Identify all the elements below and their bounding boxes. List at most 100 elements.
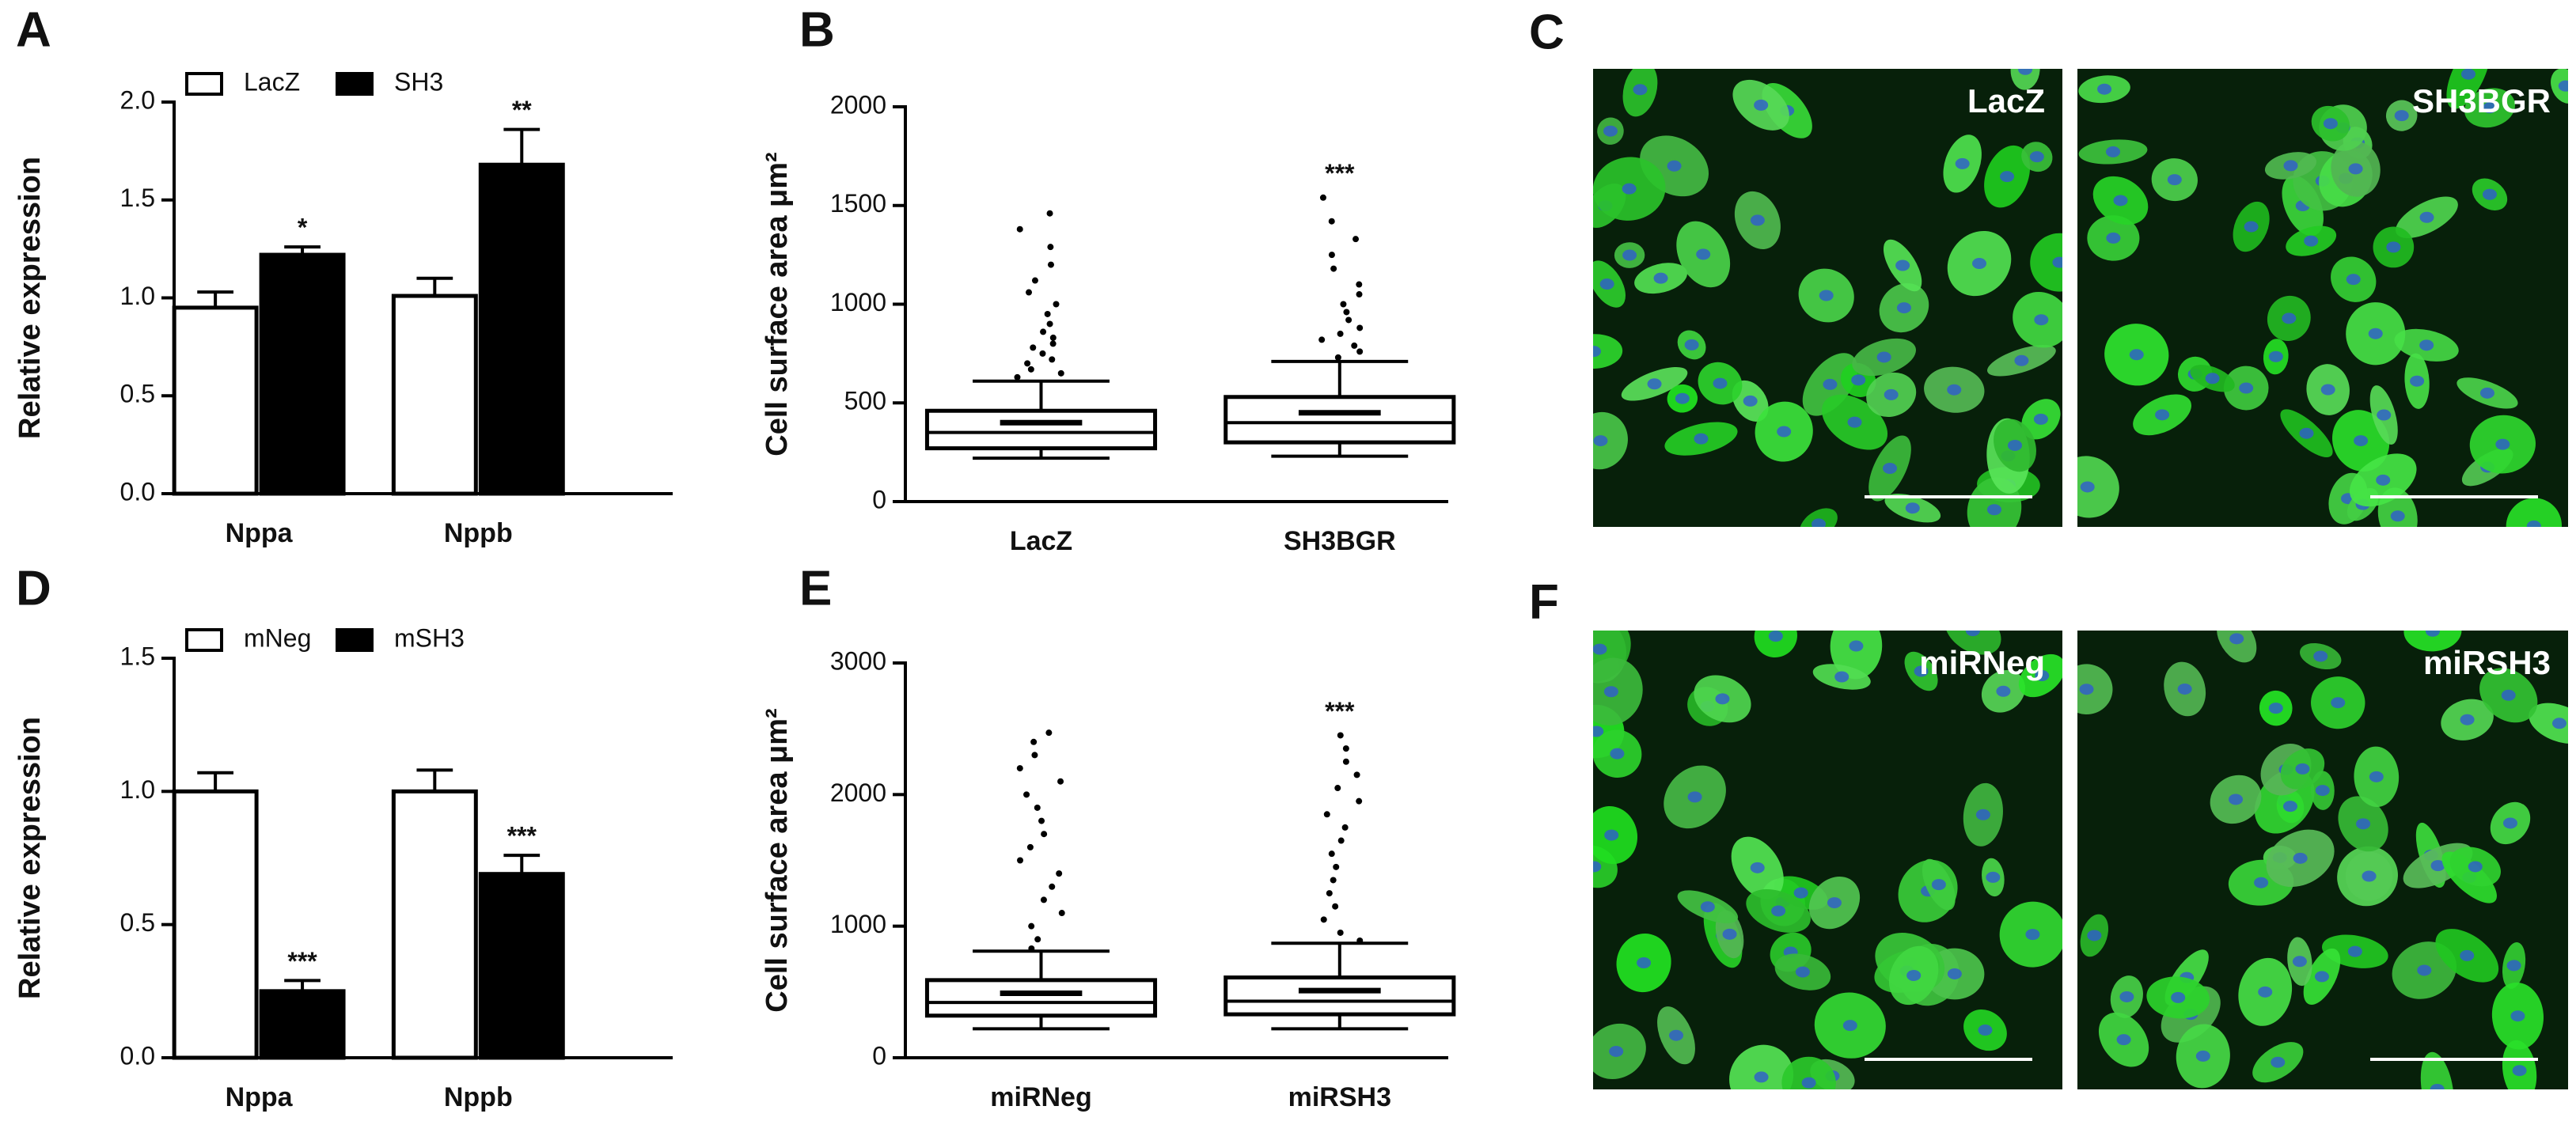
nucleus: [1777, 426, 1792, 438]
nucleus: [1700, 901, 1715, 913]
outlier: [1337, 330, 1344, 337]
outlier: [1326, 890, 1333, 897]
nucleus: [1842, 1020, 1857, 1032]
outlier: [1353, 771, 1360, 778]
bar: [259, 989, 346, 1060]
outlier: [1049, 883, 1056, 890]
nucleus: [2417, 964, 2432, 976]
y-axis-label: Cell surface area μm²: [761, 708, 794, 1012]
nucleus: [2346, 274, 2361, 286]
nucleus: [2008, 439, 2023, 451]
outlier: [1337, 837, 1345, 844]
outlier: [1046, 210, 1053, 217]
outlier: [1332, 903, 1339, 910]
nucleus: [1996, 685, 2011, 697]
cells: [2077, 69, 2568, 527]
nucleus: [1884, 388, 1899, 400]
nucleus: [1715, 693, 1730, 705]
significance: ***: [507, 822, 537, 850]
nucleus: [2295, 763, 2310, 775]
y-tick-label: 2.0: [120, 85, 155, 114]
x-tick-label: miRSH3: [1288, 1082, 1391, 1112]
outlier: [1345, 316, 1352, 324]
outlier: [1319, 194, 1326, 201]
nucleus: [2468, 861, 2483, 873]
nucleus: [2551, 718, 2567, 729]
nucleus: [1675, 392, 1690, 404]
nucleus: [2014, 354, 2029, 366]
nucleus: [1986, 504, 2001, 516]
nucleus: [2283, 160, 2298, 172]
nucleus: [2354, 435, 2369, 447]
outlier: [1026, 289, 1033, 296]
nucleus: [2495, 438, 2510, 450]
nucleus: [2035, 670, 2050, 682]
nucleus: [2195, 1050, 2210, 1062]
nucleus: [1743, 395, 1758, 407]
nucleus: [2155, 409, 2170, 421]
outlier: [1334, 785, 1341, 792]
outlier: [1046, 320, 1053, 328]
nucleus: [2362, 870, 2377, 882]
image-label: miRNeg: [1919, 644, 2045, 681]
nucleus: [1895, 259, 1910, 271]
outlier: [1351, 342, 1358, 349]
nucleus: [1812, 518, 1827, 527]
nucleus: [2052, 256, 2062, 268]
nucleus: [2390, 510, 2405, 522]
nucleus: [1795, 966, 1810, 978]
significance: **: [512, 96, 532, 124]
nucleus: [1851, 374, 1866, 386]
outlier: [1031, 752, 1038, 759]
y-tick-label: 1.5: [120, 184, 155, 212]
nucleus: [2510, 1010, 2525, 1022]
nucleus: [1906, 969, 1922, 981]
outlier: [1328, 850, 1335, 858]
nucleus: [2410, 375, 2425, 387]
nucleus: [2282, 801, 2297, 812]
outlier: [1044, 310, 1051, 317]
outlier: [1016, 225, 1023, 233]
nucleus: [1801, 1077, 1816, 1089]
nucleus: [1793, 887, 1808, 899]
image-label: miRSH3: [2423, 644, 2551, 681]
nucleus: [2320, 384, 2335, 396]
nucleus: [2501, 689, 2516, 701]
outlier: [1053, 301, 1060, 308]
panel-letter: F: [1529, 574, 1559, 629]
outlier: [1057, 369, 1064, 377]
legend-label: mNeg: [244, 623, 311, 652]
y-axis-label: Relative expression: [13, 717, 47, 999]
nucleus: [1637, 957, 1652, 969]
legend-label: mSH3: [394, 623, 465, 652]
nucleus: [2119, 991, 2134, 1002]
y-tick-label: 1000: [830, 910, 886, 938]
outlier: [1041, 831, 1048, 838]
outlier: [1023, 791, 1030, 798]
nucleus: [1750, 862, 1765, 873]
image-label: SH3BGR: [2412, 82, 2551, 119]
nucleus: [1849, 640, 1864, 652]
outlier: [1017, 857, 1024, 864]
micrograph: SH3BGR: [2077, 69, 2568, 527]
nucleus: [1603, 125, 1618, 137]
bar: [391, 294, 478, 496]
nucleus: [1668, 1029, 1683, 1041]
nucleus: [2386, 241, 2401, 253]
outlier: [1330, 877, 1337, 884]
nucleus: [1847, 416, 1862, 428]
outlier: [1056, 870, 1063, 877]
nucleus: [2460, 69, 2475, 80]
outlier: [1341, 824, 1349, 831]
y-tick-label: 0.5: [120, 908, 155, 937]
outlier: [1333, 863, 1340, 870]
nucleus: [2502, 817, 2517, 829]
x-tick-label: Nppb: [444, 518, 513, 548]
nucleus: [1947, 384, 1962, 396]
x-tick-label: SH3BGR: [1284, 526, 1396, 556]
nucleus: [2292, 956, 2307, 968]
nucleus: [2106, 146, 2121, 157]
nucleus: [1694, 433, 1709, 445]
outlier: [1027, 366, 1034, 373]
